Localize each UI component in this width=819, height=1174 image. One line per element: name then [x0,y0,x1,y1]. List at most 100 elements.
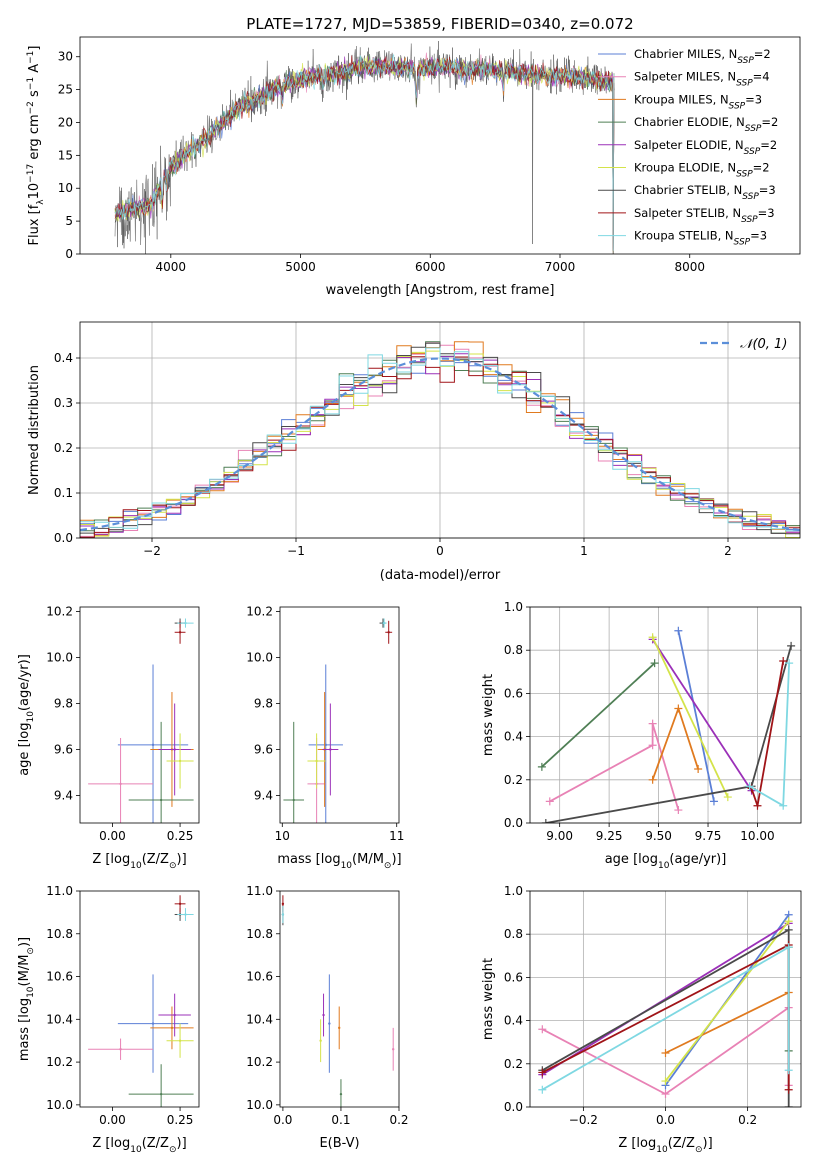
weight-line-salpeter-elodie [541,922,790,1076]
weight-marker-salpeter-miles [674,806,683,815]
point-kroupa-stelib [184,621,187,625]
weight-marker-kroupa-stelib [784,943,793,952]
point-chabrier-elodie [292,798,295,802]
y-tick-label: 30 [58,50,73,64]
spectrum-data-line [114,40,615,254]
x-tick-label: 0.0 [273,1113,292,1127]
x-axis-label: Z [log10(Z/Z⊙)] [92,852,186,871]
x-tick-label: 10.00 [740,829,774,843]
point-kroupa-elodie [319,1039,322,1042]
axes-frame [529,890,802,1108]
weight-marker-kroupa-stelib [745,782,754,791]
axes-frame [79,890,200,1108]
plot-area [538,910,793,1107]
point-chabrier-elodie [339,1092,343,1096]
weight-marker-chabrier-elodie [650,659,659,668]
y-tick-label: 0.4 [504,730,523,744]
histogram-kroupa-stelib [80,347,800,532]
y-axis-label: mass [log10(M/M⊙)] [17,937,36,1061]
x-tick-label: 9.75 [695,829,722,843]
y-tick-label: 10.4 [46,1012,73,1026]
point-salpeter-stelib [178,902,182,906]
x-tick-label: 11 [389,829,404,843]
weight-marker-chabrier-miles [709,797,718,806]
point-kroupa-miles [338,1026,341,1030]
y-axis-label: Flux [fλ10−17 erg cm−2 s−1 A−1] [26,46,46,246]
plot-area [537,626,796,823]
y-axis-label: Normed distribution [27,365,42,495]
legend-label-kroupa-miles: Kroupa MILES, NSSP=3 [634,92,762,111]
weight-marker-salpeter-miles [648,741,657,750]
x-tick-label: 1 [580,544,588,558]
plot-area [88,618,194,823]
weight-marker-chabrier-stelib [784,1103,793,1107]
y-tick-label: 10.0 [246,1098,273,1112]
y-tick-label: 0 [65,247,73,261]
figure-title: PLATE=1727, MJD=53859, FIBERID=0340, z=0… [246,15,633,33]
weight-marker-salpeter-stelib [784,1085,793,1094]
y-tick-label: 0.6 [504,970,523,984]
point-salpeter-stelib [387,631,390,634]
point-chabrier-miles [151,743,155,747]
y-tick-label: 11.0 [246,884,273,898]
point-kroupa-stelib [281,913,285,916]
point-salpeter-elodie [322,1013,325,1017]
plot-area [88,895,194,1107]
age-vs-mass-panel: 10 11 9.4 9.6 9.8 10.0 10.2 mass [log10(M/M⊙)] [246,605,404,871]
point-salpeter-miles [119,1048,122,1051]
y-tick-label: 10.4 [246,1012,273,1026]
y-tick-label: 25 [58,83,73,97]
y-tick-label: 10.8 [246,927,273,941]
weight-line-kroupa-elodie [651,636,729,798]
weight-marker-salpeter-stelib [753,801,762,810]
y-tick-label: 9.8 [54,697,73,711]
weight-marker-salpeter-stelib [779,657,788,665]
weight-marker-chabrier-elodie [537,762,546,771]
weight-marker-chabrier-stelib [784,925,793,934]
y-tick-label: 0.2 [504,773,523,787]
x-tick-label: −2 [143,544,161,558]
legend-label-chabrier-miles: Chabrier MILES, NSSP=2 [634,47,771,66]
y-tick-label: 0.2 [504,1057,523,1071]
point-kroupa-elodie [178,1039,182,1042]
point-salpeter-stelib [178,631,182,634]
y-tick-label: 1.0 [504,884,523,898]
y-tick-label: 10 [58,181,73,195]
y-tick-label: 10.2 [46,605,73,619]
x-tick-label: 8000 [674,260,705,274]
y-tick-label: 10.6 [246,970,273,984]
weight-marker-salpeter-miles [538,1025,547,1034]
point-salpeter-elodie [329,748,332,751]
point-salpeter-elodie [173,748,176,751]
histogram-salpeter-stelib [80,356,800,538]
weight-vs-age-panel: 9.00 9.25 9.50 9.75 10.00 0.0 0.2 0.4 0.6 0.8 1.0 a… [481,600,802,871]
axes-frame [279,606,400,824]
weight-marker-salpeter-miles [648,719,657,728]
mass-vs-extinction-panel: 0.0 0.1 0.2 10.0 10.2 10.4 10.6 10.8 11.0 E(B-V) [246,884,408,1151]
spectrum-panel: 4000 5000 6000 7000 8000 0 5 10 15 20 25 30 waveleng… [26,36,801,298]
point-salpeter-stelib [281,902,285,906]
x-tick-label: 2 [724,544,732,558]
legend-label-chabrier-stelib: Chabrier STELIB, NSSP=3 [634,183,776,202]
weight-marker-kroupa-elodie [661,1077,670,1086]
x-tick-label: 0.2 [389,1113,408,1127]
y-tick-label: 15 [58,148,73,162]
weight-marker-chabrier-stelib [787,641,796,650]
x-axis-label: Z [log10(Z/Z⊙)] [618,1136,712,1155]
x-axis-label: mass [log10(M/M⊙)] [277,852,401,871]
normal-curve [80,357,800,532]
point-kroupa-elodie [178,759,182,763]
x-axis-label: age [log10(age/yr)] [605,852,727,871]
weight-line-chabrier-miles [677,630,715,802]
y-tick-label: 10.2 [46,1055,73,1069]
x-axis-label: (data-model)/error [380,568,501,583]
weight-marker-kroupa-elodie [784,917,793,926]
residuals-panel: −2 −1 0 1 2 0.0 0.1 0.2 0.3 0.4 (data-model)/error… [27,321,801,583]
weight-marker-kroupa-elodie [648,633,657,642]
y-tick-label: 0.8 [504,643,523,657]
y-tick-label: 0.4 [504,1014,523,1028]
x-tick-label: 0.25 [167,1113,194,1127]
axes-frame [79,606,200,824]
x-tick-label: 5000 [285,260,316,274]
